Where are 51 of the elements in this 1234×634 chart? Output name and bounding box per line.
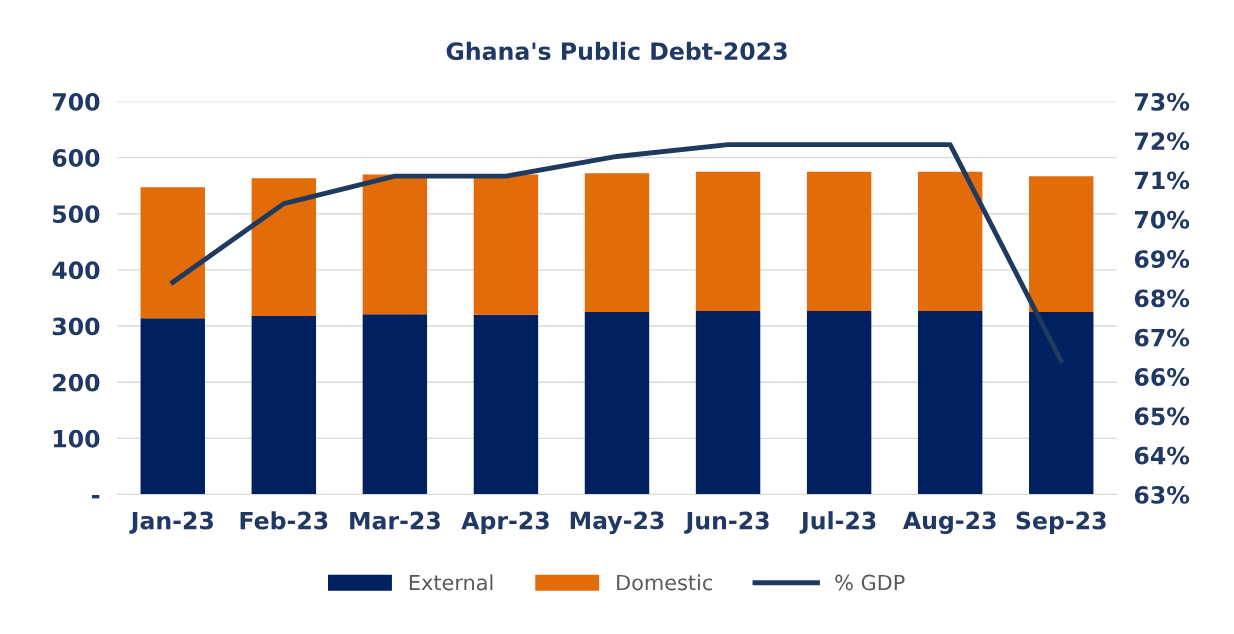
- y2-tick-label: 67%: [1134, 328, 1190, 347]
- y-tick-label: 500: [53, 205, 100, 224]
- line-series: [170, 142, 1064, 364]
- x-tick-label: Jan-23: [129, 511, 213, 534]
- bar: [695, 310, 761, 495]
- bar: [917, 171, 983, 311]
- bar: [140, 318, 205, 495]
- bar: [1029, 312, 1094, 495]
- bar: [362, 174, 428, 315]
- y-tick-label: -: [92, 495, 100, 499]
- y2-tick-label: 72%: [1135, 132, 1190, 151]
- bar: [1029, 176, 1094, 313]
- y2-tick-label: 70%: [1135, 210, 1190, 229]
- x-tick-label: Mar-23: [350, 511, 440, 530]
- bar: [917, 310, 983, 495]
- y2-tick-label: 64%: [1134, 446, 1190, 465]
- bar: [695, 171, 761, 311]
- y2-tick-label: 69%: [1134, 250, 1190, 268]
- y2-tick-label: 73%: [1135, 92, 1190, 111]
- y-tick-label: 300: [52, 317, 100, 336]
- legend-label: Domestic: [617, 574, 713, 591]
- bar: [473, 314, 539, 495]
- bar: [251, 178, 317, 316]
- bar: [251, 315, 317, 495]
- x-tick-label: May-23: [570, 511, 664, 535]
- bar: [473, 174, 539, 315]
- legend-label: External: [409, 574, 493, 591]
- y-tick-label: 600: [52, 149, 100, 167]
- y-tick-label: 100: [53, 429, 100, 448]
- x-tick-label: Jul-23: [799, 511, 876, 534]
- bar: [140, 187, 205, 319]
- bar: [584, 312, 650, 495]
- x-tick-label: Sep-23: [1016, 511, 1106, 535]
- x-tick-label: Aug-23: [902, 511, 996, 535]
- y2-tick-label: 66%: [1134, 368, 1190, 386]
- bar: [362, 314, 428, 495]
- y-tick-label: 700: [52, 92, 100, 111]
- x-tick-label: Feb-23: [240, 511, 328, 530]
- x-tick-label: Apr-23: [461, 511, 549, 535]
- y2-tick-label: 71%: [1135, 171, 1190, 190]
- y-tick-label: 400: [52, 261, 100, 280]
- legend-label: % GDP: [835, 574, 905, 591]
- bar: [806, 171, 872, 311]
- y2-tick-label: 65%: [1134, 407, 1190, 426]
- x-tick-label: Jun-23: [684, 511, 769, 534]
- y-tick-label: 200: [53, 373, 100, 392]
- y2-tick-label: 68%: [1134, 289, 1190, 308]
- chart-title: Ghana's Public Debt-2023: [446, 41, 787, 61]
- bar: [806, 310, 872, 495]
- bar: [584, 173, 650, 313]
- y2-tick-label: 63%: [1134, 485, 1190, 504]
